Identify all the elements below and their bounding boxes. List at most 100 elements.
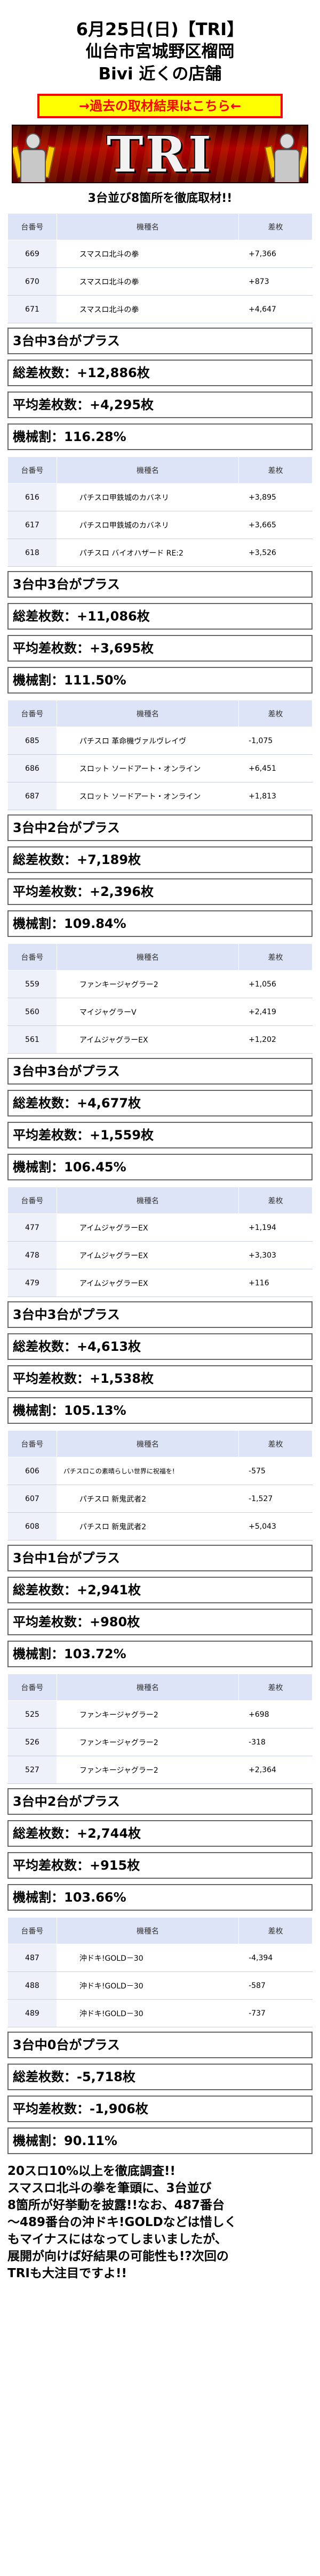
- machine-number: 618: [7, 539, 57, 567]
- machine-number: 477: [7, 1213, 57, 1242]
- column-header-num: 台番号: [7, 1430, 57, 1457]
- table-row: 560 マイジャグラーV +2,419: [7, 998, 313, 1026]
- machine-name: 沖ドキ!GOLD－30: [56, 1971, 239, 2000]
- machine-number: 617: [7, 511, 57, 539]
- coin-difference: -1,527: [238, 1485, 313, 1513]
- article-header: 6月25日(日)【TRI】 仙台市宮城野区榴岡 Bivi 近くの店舗: [0, 0, 320, 85]
- machine-name: スマスロ北斗の拳: [56, 267, 239, 296]
- table-header-row: 台番号 機種名 差枚: [7, 1917, 313, 1944]
- machine-name: パチスロこの素晴らしい世界に祝福を!: [56, 1457, 239, 1485]
- machine-table: 台番号 機種名 差枚 487 沖ドキ!GOLD－30 -4,394 488 沖ドキ!GOLD－…: [7, 1917, 313, 2027]
- average-difference-summary: 平均差枚数：-1,906枚: [7, 2096, 313, 2122]
- result-group: 台番号 機種名 差枚 616 パチスロ甲鉄城のカバネリ +3,895 617 パチスロ甲鉄城の…: [7, 456, 313, 694]
- coin-difference: -737: [238, 1999, 313, 2027]
- closing-line: 8箇所が好挙動を披露!!なお、487番台: [7, 2198, 225, 2212]
- column-header-diff: 差枚: [238, 1430, 313, 1457]
- event-date-title: 6月25日(日)【TRI】: [76, 19, 244, 39]
- coin-difference: +3,526: [238, 539, 313, 567]
- total-difference-summary: 総差枚数：+2,941枚: [7, 1577, 313, 1603]
- table-row: 478 アイムジャグラーEX +3,303: [7, 1241, 313, 1269]
- table-row: 670 スマスロ北斗の拳 +873: [7, 267, 313, 296]
- result-group: 台番号 機種名 差枚 525 ファンキージャグラー2 +698 526 ファンキージャグラー2…: [7, 1674, 313, 1911]
- machine-number: 488: [7, 1971, 57, 2000]
- average-difference-summary: 平均差枚数：+1,538枚: [7, 1365, 313, 1392]
- location-line: 仙台市宮城野区榴岡: [85, 42, 235, 61]
- machine-number: 606: [7, 1457, 57, 1485]
- average-difference-summary: 平均差枚数：+3,695枚: [7, 635, 313, 662]
- coin-difference: +116: [238, 1269, 313, 1297]
- result-groups: 台番号 機種名 差枚 669 スマスロ北斗の拳 +7,366 670 スマスロ北斗の拳 +873…: [0, 213, 320, 2154]
- closing-paragraph: 20スロ10%以上を徹底調査!! スマスロ北斗の拳を筆頭に、3台並び 8箇所が好…: [5, 2163, 315, 2282]
- machine-number: 561: [7, 1025, 57, 1054]
- machine-name: パチスロ甲鉄城のカバネリ: [56, 483, 239, 511]
- machine-number: 669: [7, 240, 57, 268]
- table-row: 479 アイムジャグラーEX +116: [7, 1269, 313, 1297]
- machine-number: 526: [7, 1728, 57, 1756]
- machine-number: 686: [7, 754, 57, 782]
- table-row: 489 沖ドキ!GOLD－30 -737: [7, 1999, 313, 2027]
- machine-name: ファンキージャグラー2: [56, 1756, 239, 1784]
- machine-table: 台番号 機種名 差枚 685 パチスロ 革命機ヴァルヴレイヴ -1,075 686 スロット …: [7, 700, 313, 810]
- tri-logo-text: TRI: [107, 126, 213, 183]
- machine-name: パチスロ 革命機ヴァルヴレイヴ: [56, 727, 239, 755]
- result-group: 台番号 機種名 差枚 606 パチスロこの素晴らしい世界に祝福を! -575 607 パチスロ…: [7, 1430, 313, 1667]
- coin-difference: +2,364: [238, 1756, 313, 1784]
- column-header-num: 台番号: [7, 943, 57, 971]
- machine-number: 616: [7, 483, 57, 511]
- coin-difference: +698: [238, 1700, 313, 1729]
- closing-line: 展開が向けば好結果の可能性も!?次回の: [7, 2249, 229, 2263]
- payout-rate-summary: 機械割：116.28%: [7, 423, 313, 450]
- table-row: 488 沖ドキ!GOLD－30 -587: [7, 1971, 313, 2000]
- column-header-num: 台番号: [7, 1917, 57, 1944]
- plus-count-summary: 3台中3台がプラス: [7, 328, 313, 354]
- column-header-num: 台番号: [7, 213, 57, 240]
- machine-name: 沖ドキ!GOLD－30: [56, 1944, 239, 1972]
- coin-difference: +7,366: [238, 240, 313, 268]
- table-row: 687 スロット ソードアート・オンライン +1,813: [7, 782, 313, 810]
- table-row: 561 アイムジャグラーEX +1,202: [7, 1025, 313, 1054]
- coin-difference: +3,665: [238, 511, 313, 539]
- closing-line: ～489番台の沖ドキ!GOLDなどは惜しく: [7, 2215, 237, 2229]
- coin-difference: +3,303: [238, 1241, 313, 1269]
- column-header-diff: 差枚: [238, 700, 313, 727]
- machine-name: アイムジャグラーEX: [56, 1213, 239, 1242]
- machine-number: 487: [7, 1944, 57, 1972]
- table-header-row: 台番号 機種名 差枚: [7, 1187, 313, 1214]
- machine-table: 台番号 機種名 差枚 525 ファンキージャグラー2 +698 526 ファンキージャグラー2…: [7, 1674, 313, 1784]
- payout-rate-summary: 機械割：90.11%: [7, 2127, 313, 2154]
- plus-count-summary: 3台中2台がプラス: [7, 1788, 313, 1815]
- closing-line: 20スロ10%以上を徹底調査!!: [7, 2164, 176, 2178]
- table-header-row: 台番号 機種名 差枚: [7, 700, 313, 727]
- table-row: 487 沖ドキ!GOLD－30 -4,394: [7, 1944, 313, 1972]
- machine-number: 479: [7, 1269, 57, 1297]
- column-header-diff: 差枚: [238, 1187, 313, 1214]
- coin-difference: +873: [238, 267, 313, 296]
- plus-count-summary: 3台中3台がプラス: [7, 1301, 313, 1328]
- machine-table: 台番号 機種名 差枚 477 アイムジャグラーEX +1,194 478 アイムジャグラーEX…: [7, 1187, 313, 1297]
- machine-number: 607: [7, 1485, 57, 1513]
- column-header-diff: 差枚: [238, 1917, 313, 1944]
- past-results-link[interactable]: →過去の取材結果はこちら←: [37, 94, 283, 118]
- store-hint-line: Bivi 近くの店舗: [98, 64, 222, 84]
- coin-difference: +6,451: [238, 754, 313, 782]
- result-group: 台番号 機種名 差枚 669 スマスロ北斗の拳 +7,366 670 スマスロ北斗の拳 +873…: [7, 213, 313, 450]
- closing-line: スマスロ北斗の拳を筆頭に、3台並び: [7, 2181, 212, 2195]
- column-header-diff: 差枚: [238, 456, 313, 484]
- statue-figure-right-icon: [264, 130, 307, 182]
- payout-rate-summary: 機械割：111.50%: [7, 667, 313, 694]
- coin-difference: -4,394: [238, 1944, 313, 1972]
- total-difference-summary: 総差枚数：+4,677枚: [7, 1090, 313, 1116]
- table-row: 559 ファンキージャグラー2 +1,056: [7, 970, 313, 998]
- table-header-row: 台番号 機種名 差枚: [7, 456, 313, 484]
- table-row: 525 ファンキージャグラー2 +698: [7, 1700, 313, 1729]
- table-row: 526 ファンキージャグラー2 -318: [7, 1728, 313, 1756]
- total-difference-summary: 総差枚数：-5,718枚: [7, 2064, 313, 2090]
- column-header-name: 機種名: [56, 1674, 239, 1701]
- machine-number: 608: [7, 1512, 57, 1540]
- column-header-name: 機種名: [56, 1187, 239, 1214]
- machine-table: 台番号 機種名 差枚 669 スマスロ北斗の拳 +7,366 670 スマスロ北斗の拳 +873…: [7, 213, 313, 323]
- coin-difference: -1,075: [238, 727, 313, 755]
- machine-name: パチスロ 新鬼武者2: [56, 1512, 239, 1540]
- machine-table: 台番号 機種名 差枚 606 パチスロこの素晴らしい世界に祝福を! -575 607 パチスロ…: [7, 1430, 313, 1540]
- column-header-name: 機種名: [56, 1430, 239, 1457]
